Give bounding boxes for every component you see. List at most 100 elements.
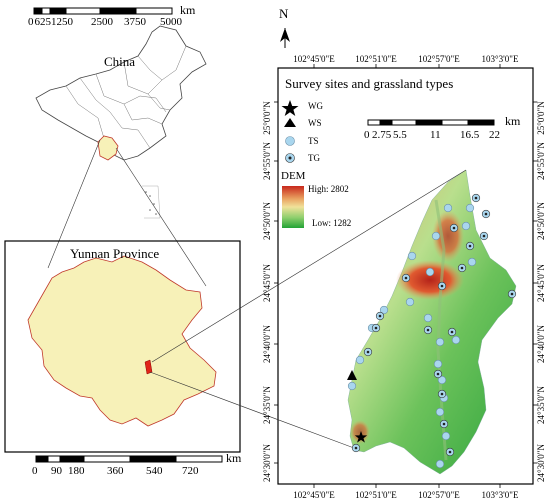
- tg-site-dot: [374, 326, 378, 330]
- tick-label: 5.5: [393, 129, 407, 141]
- yunnan-frame: [4, 240, 241, 453]
- tg-site-dot: [440, 284, 444, 288]
- china-scalebar: [33, 7, 173, 15]
- lon-labels: 102°45'0"E 102°51'0"E 102°57'0"E 103°3'0…: [293, 54, 519, 500]
- tg-site-dot: [378, 314, 382, 318]
- highland-zone: [396, 260, 464, 300]
- ts-site-marker: [451, 335, 461, 345]
- tick-label: 0: [32, 465, 38, 477]
- lat-label: 24°55'0"N: [536, 142, 546, 180]
- ts-site-marker: [431, 231, 441, 241]
- lon-label: 102°57'0"E: [418, 54, 460, 64]
- lat-label: 24°40'0"N: [262, 325, 272, 363]
- ts-site-marker: [435, 459, 445, 469]
- tg-site-dot: [436, 372, 440, 376]
- legend-label: WG: [308, 101, 323, 111]
- study-area-marker: [144, 359, 153, 375]
- north-label: N: [279, 6, 289, 21]
- lat-label: 24°35'0"N: [536, 386, 546, 424]
- ts-site-marker: [461, 221, 471, 231]
- ts-site-marker: [347, 381, 357, 391]
- lon-label: 102°51'0"E: [355, 54, 397, 64]
- lat-label: 24°40'0"N: [536, 325, 546, 363]
- lat-label: 25°0'0"N: [536, 101, 546, 135]
- tick-label: 2.75: [372, 129, 392, 141]
- star-icon: [281, 100, 299, 116]
- highland-zone: [350, 420, 370, 444]
- lat-label: 24°45'0"N: [536, 264, 546, 302]
- china-map: [35, 25, 207, 219]
- ws-site-marker: [347, 370, 357, 380]
- tg-site-dot: [510, 292, 514, 296]
- tick-label: 5000: [160, 16, 182, 28]
- tg-site-dot: [452, 226, 456, 230]
- lon-label: 103°3'0"E: [482, 54, 519, 64]
- dem-high-label: High: 2802: [308, 184, 349, 194]
- lat-label: 24°50'0"N: [536, 202, 546, 240]
- tg-site-dot: [468, 244, 472, 248]
- tg-site-dot: [484, 212, 488, 216]
- tick-label: 22: [489, 129, 500, 141]
- tg-site-dot: [404, 276, 408, 280]
- tick-label: 540: [146, 465, 163, 477]
- ts-site-marker: [379, 305, 389, 315]
- lat-label: 24°30'0"N: [536, 444, 546, 482]
- lat-label: 25°0'0"N: [262, 101, 272, 135]
- lat-label: 24°35'0"N: [262, 386, 272, 424]
- china-scalebar-ticks: 06251250: [28, 16, 73, 28]
- ts-site-marker: [443, 203, 453, 213]
- tg-site-dot: [448, 450, 452, 454]
- yunnan-scalebar: [35, 455, 223, 463]
- legend-label: TS: [308, 136, 319, 146]
- ts-site-marker: [405, 297, 415, 307]
- tick-label: 11: [430, 129, 441, 141]
- ts-site-marker: [465, 203, 475, 213]
- lat-labels: 25°0'0"N 24°55'0"N 24°50'0"N 24°45'0"N 2…: [262, 101, 546, 482]
- wg-site-marker: [354, 431, 368, 443]
- lat-label: 24°50'0"N: [262, 202, 272, 240]
- yunnan-label: Yunnan Province: [70, 246, 160, 261]
- tick-label: 360: [107, 465, 124, 477]
- tick-label: 3750: [124, 16, 146, 28]
- connector-line: [47, 139, 101, 269]
- tg-site-dot: [482, 234, 486, 238]
- tg-site-dot: [450, 330, 454, 334]
- ts-site-marker: [425, 267, 435, 277]
- river-valley: [434, 199, 448, 461]
- overview-maps: [4, 7, 241, 463]
- ts-site-marker: [423, 313, 433, 323]
- scalebar-unit: km: [226, 451, 242, 465]
- tg-site-dot: [366, 350, 370, 354]
- survey-sites: [347, 193, 517, 469]
- tick-label: 0: [364, 129, 370, 141]
- lat-label: 24°30'0"N: [262, 444, 272, 482]
- dem-title: DEM: [281, 170, 306, 182]
- ts-site-marker: [355, 355, 365, 365]
- tg-site-dot: [474, 196, 478, 200]
- legend-label: TG: [308, 153, 320, 163]
- tg-site-dot: [442, 422, 446, 426]
- legend-label: WS: [308, 118, 322, 128]
- legend-symbols: [281, 100, 299, 163]
- connector-line: [115, 147, 207, 287]
- connector-line: [151, 169, 467, 363]
- north-arrow-icon: [280, 28, 290, 48]
- lon-label: 102°45'0"E: [293, 54, 335, 64]
- connector-line: [149, 371, 355, 449]
- ts-site-marker: [437, 375, 447, 385]
- lon-label: 102°51'0"E: [355, 490, 397, 500]
- tg-site-dot: [426, 328, 430, 332]
- lon-label: 102°45'0"E: [293, 490, 335, 500]
- dem-colorbar: [282, 186, 304, 228]
- tick-label: 90: [51, 465, 62, 477]
- tick-label: 0: [28, 16, 34, 28]
- yunnan-map: [27, 255, 217, 427]
- graticule-ticks: [274, 64, 537, 488]
- scalebar-unit: km: [505, 114, 521, 128]
- lat-label: 24°45'0"N: [262, 264, 272, 302]
- ts-site-marker: [433, 359, 443, 369]
- detail-scalebar: [367, 119, 495, 126]
- scalebar-unit: km: [180, 3, 196, 17]
- tick-label: 180: [68, 465, 85, 477]
